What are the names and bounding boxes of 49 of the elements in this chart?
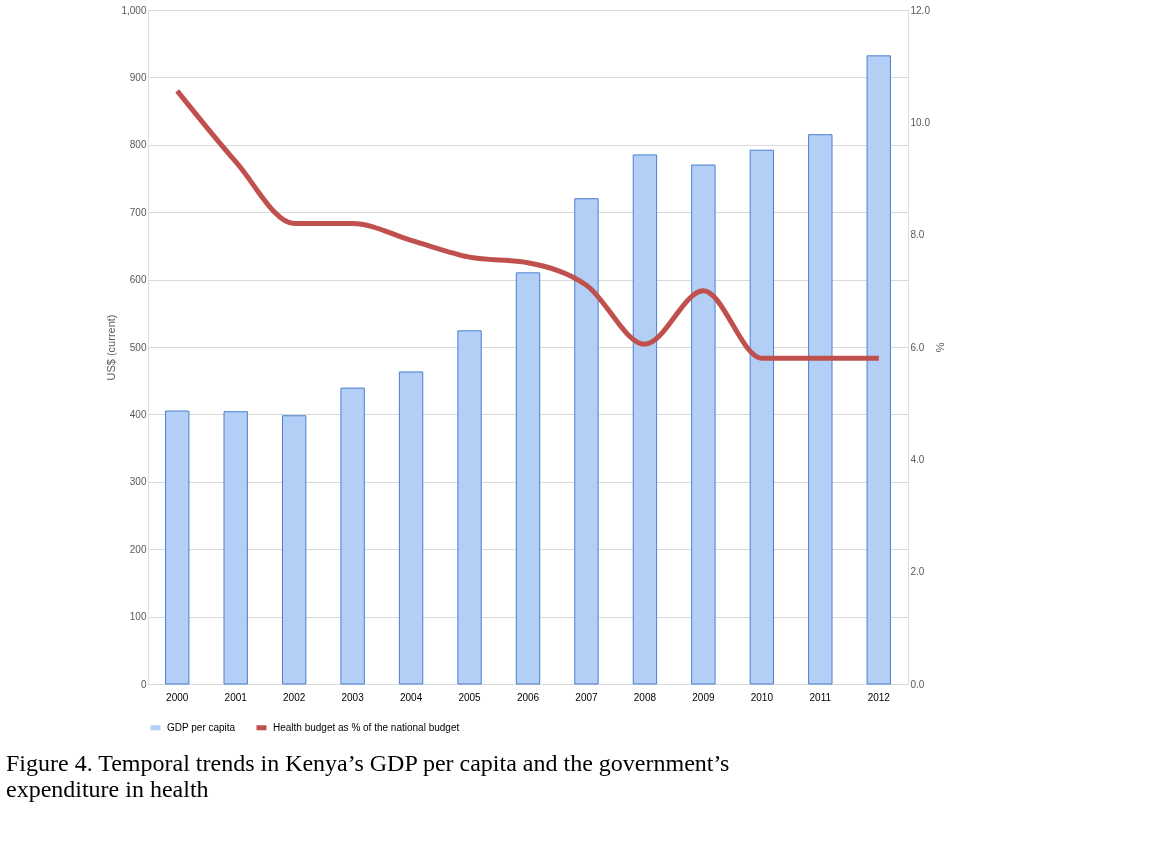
y2-axis-title: % xyxy=(933,342,946,353)
x-tick-label: 2004 xyxy=(399,691,423,703)
y2-tick-label: 12.0 xyxy=(910,4,931,16)
y-tick-label: 500 xyxy=(129,341,147,353)
y-tick-label: 300 xyxy=(129,476,147,488)
x-tick-label: 2000 xyxy=(166,691,189,703)
legend-label: GDP per capita xyxy=(167,721,236,733)
bar xyxy=(749,149,775,685)
y2-tick-label: 10.0 xyxy=(910,116,931,128)
x-tick-label: 2003 xyxy=(341,691,365,703)
y-tick-label: 200 xyxy=(129,543,147,555)
bar xyxy=(398,371,424,685)
y2-tick-label: 2.0 xyxy=(910,566,925,578)
bar xyxy=(457,330,482,685)
bar xyxy=(808,134,833,685)
y2-tick-label: 6.0 xyxy=(910,341,925,353)
bar xyxy=(574,198,599,685)
x-tick-label: 2001 xyxy=(224,691,248,703)
x-tick-label: 2012 xyxy=(867,691,891,703)
y-tick-label: 600 xyxy=(129,274,147,286)
x-tick-label: 2008 xyxy=(633,691,657,703)
y-tick-label: 0 xyxy=(140,678,147,690)
bar xyxy=(223,411,248,685)
legend-label: Health budget as % of the national budget xyxy=(273,721,460,733)
bar xyxy=(165,410,190,685)
x-tick-label: 2005 xyxy=(458,691,482,703)
bar xyxy=(515,272,541,685)
bar xyxy=(866,55,891,685)
bar xyxy=(632,154,658,685)
y2-tick-label: 0.0 xyxy=(910,678,925,690)
x-tick-label: 2006 xyxy=(516,691,540,703)
x-tick-label: 2011 xyxy=(809,691,832,703)
x-tick-label: 2007 xyxy=(575,691,599,703)
y-tick-label: 700 xyxy=(129,206,147,218)
y-tick-label: 1,000 xyxy=(121,4,147,16)
y-tick-label: 100 xyxy=(129,611,147,623)
y2-tick-label: 4.0 xyxy=(910,453,925,465)
y2-tick-label: 8.0 xyxy=(910,229,925,241)
bar xyxy=(340,387,365,685)
bar xyxy=(691,164,716,685)
x-tick-label: 2010 xyxy=(750,691,774,703)
bar xyxy=(281,415,307,685)
y-tick-label: 900 xyxy=(129,71,147,83)
y-tick-label: 400 xyxy=(129,408,147,420)
x-tick-label: 2002 xyxy=(283,691,306,703)
caption: Figure 4. Temporal trends in Kenya’s GDP per capita and the government’s expenditure in health xyxy=(5,750,730,802)
y-axis-title: US$ (current) xyxy=(105,314,118,381)
x-tick-label: 2009 xyxy=(692,691,715,703)
y-tick-label: 800 xyxy=(129,139,147,151)
